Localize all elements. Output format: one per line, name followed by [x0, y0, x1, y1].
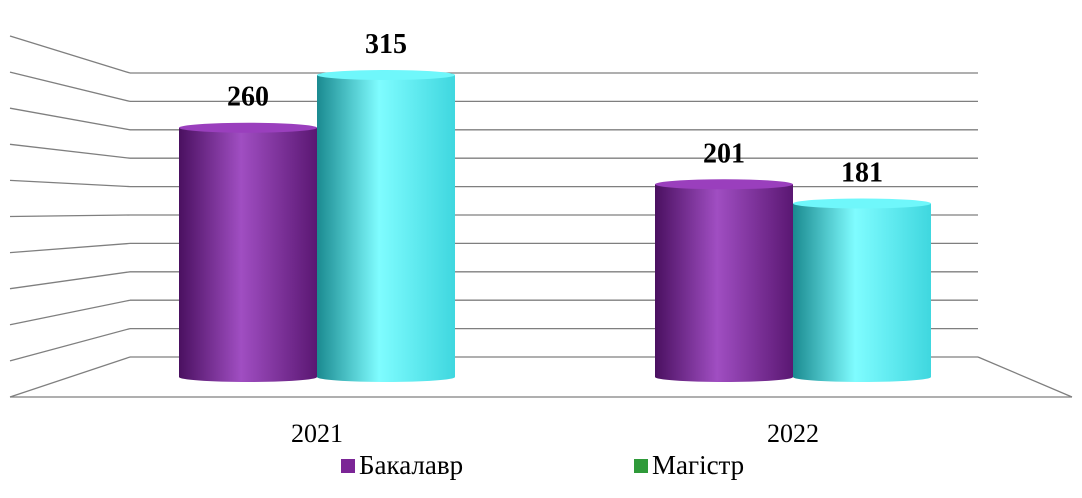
gridline-side [9, 107, 131, 131]
gridline-side [9, 71, 131, 103]
x-tick-label: 2022 [767, 419, 819, 448]
bar-top [179, 122, 317, 133]
gridline-side [9, 179, 131, 188]
bar [179, 122, 317, 382]
bar [793, 198, 931, 382]
bar-top [655, 179, 793, 190]
bars [179, 70, 931, 382]
bar-body [655, 184, 793, 382]
legend-item-series-1: Бакалавр [341, 450, 463, 481]
bar-top [793, 198, 931, 209]
bar-body [179, 127, 317, 382]
bar [317, 70, 455, 382]
legend-item-series-2: Магістр [634, 450, 744, 481]
gridline-side [9, 271, 131, 290]
bar [655, 179, 793, 382]
gridline-side [9, 327, 131, 362]
data-label: 260 [227, 82, 269, 113]
data-label: 315 [365, 29, 407, 60]
x-tick-label: 2021 [291, 419, 343, 448]
gridline-side [9, 356, 131, 398]
legend-swatch-series-1 [341, 458, 355, 473]
floor-edge [977, 356, 1073, 398]
gridline-side [9, 214, 131, 218]
bar-chart: 260 315 2021 201 181 2022 [9, 29, 1073, 448]
gridline-side [9, 242, 131, 254]
gridline-side [9, 35, 131, 74]
gridline-side [9, 299, 131, 326]
bar-body [793, 203, 931, 382]
legend-label-series-2: Магістр [652, 450, 745, 480]
legend: Бакалавр Магістр [0, 450, 1082, 490]
data-label: 181 [841, 157, 883, 188]
labels: 260 315 2021 201 181 2022 [227, 29, 883, 448]
bar-body [317, 75, 455, 382]
legend-swatch-series-2 [634, 458, 648, 473]
data-label: 201 [703, 138, 745, 169]
gridline-side [9, 143, 131, 159]
bar-top [317, 70, 455, 80]
legend-label-series-1: Бакалавр [359, 450, 464, 480]
